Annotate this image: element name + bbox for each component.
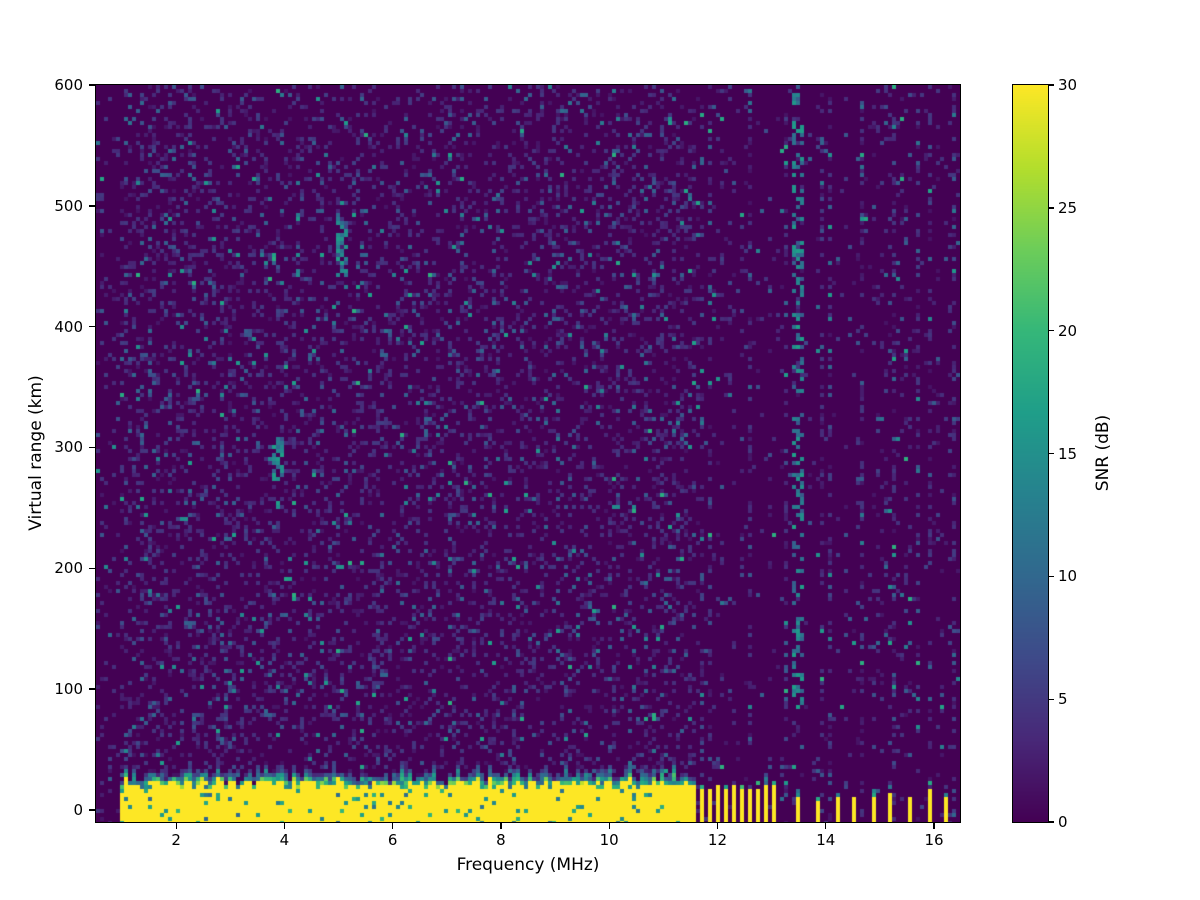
- y-tick-mark: [89, 567, 95, 569]
- colorbar-tick-mark: [1049, 821, 1054, 823]
- y-tick-mark: [89, 446, 95, 449]
- colorbar-tick-mark: [1049, 698, 1054, 700]
- colorbar-tick-mark: [1049, 330, 1054, 332]
- x-tick-label: 8: [496, 831, 506, 849]
- x-tick-label: 6: [387, 831, 398, 849]
- colorbar: [1012, 84, 1049, 823]
- colorbar-tick-label: 15: [1058, 444, 1078, 463]
- x-tick-mark: [175, 823, 177, 829]
- colorbar-tick-mark: [1049, 452, 1054, 455]
- y-tick-label: 200: [54, 559, 83, 578]
- colorbar-tick-label: 0: [1058, 813, 1068, 831]
- plot-area: [95, 84, 961, 823]
- x-tick-mark: [716, 823, 719, 829]
- ionogram-heatmap-canvas: [96, 85, 960, 822]
- y-tick-label: 600: [54, 76, 83, 94]
- x-tick-mark: [283, 823, 286, 829]
- colorbar-tick-mark: [1049, 207, 1054, 209]
- y-tick-mark: [89, 205, 95, 207]
- x-tick-mark: [608, 823, 610, 829]
- y-tick-label: 500: [54, 196, 83, 215]
- y-tick-label: 300: [54, 438, 83, 457]
- x-tick-label: 14: [816, 831, 836, 849]
- colorbar-gradient-canvas: [1013, 85, 1048, 822]
- colorbar-tick-label: 5: [1058, 690, 1068, 709]
- y-tick-mark: [89, 84, 95, 86]
- x-tick-label: 12: [707, 831, 728, 849]
- x-tick-mark: [500, 823, 502, 829]
- y-tick-mark: [89, 326, 95, 328]
- y-tick-mark: [89, 688, 95, 690]
- y-tick-label: 100: [54, 680, 83, 699]
- x-axis-label: Frequency (MHz): [456, 855, 600, 875]
- y-axis-label: Virtual range (km): [26, 375, 46, 531]
- y-tick-mark: [89, 809, 95, 811]
- x-tick-mark: [933, 823, 935, 829]
- x-tick-label: 10: [599, 831, 619, 849]
- x-tick-mark: [392, 823, 394, 829]
- colorbar-tick-mark: [1049, 84, 1054, 86]
- colorbar-label: SNR (dB): [1093, 414, 1113, 492]
- colorbar-tick-mark: [1049, 575, 1054, 578]
- y-tick-label: 0: [73, 800, 83, 819]
- colorbar-tick-label: 10: [1058, 567, 1078, 586]
- x-tick-label: 2: [171, 831, 181, 849]
- x-tick-label: 4: [279, 831, 290, 849]
- x-tick-mark: [825, 823, 827, 829]
- x-tick-label: 16: [924, 831, 944, 849]
- y-tick-label: 400: [54, 317, 83, 336]
- colorbar-tick-label: 25: [1058, 198, 1078, 217]
- colorbar-tick-label: 30: [1058, 76, 1078, 94]
- colorbar-tick-label: 20: [1058, 321, 1078, 340]
